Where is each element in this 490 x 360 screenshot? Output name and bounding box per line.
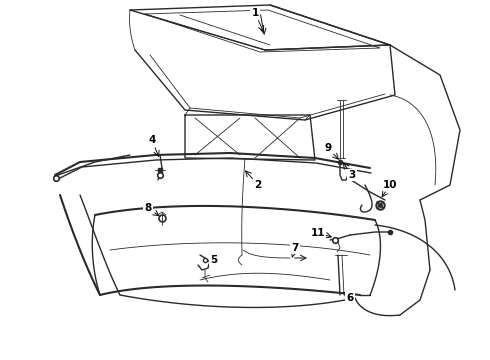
Text: 6: 6 [346, 293, 354, 303]
Text: 1: 1 [251, 8, 259, 18]
Text: 9: 9 [324, 143, 332, 153]
Text: 4: 4 [148, 135, 156, 145]
Text: 3: 3 [348, 170, 356, 180]
Text: 8: 8 [145, 203, 151, 213]
Text: 5: 5 [210, 255, 218, 265]
Text: 2: 2 [254, 180, 262, 190]
Text: 11: 11 [311, 228, 325, 238]
Text: 7: 7 [292, 243, 299, 253]
Text: 10: 10 [383, 180, 397, 190]
